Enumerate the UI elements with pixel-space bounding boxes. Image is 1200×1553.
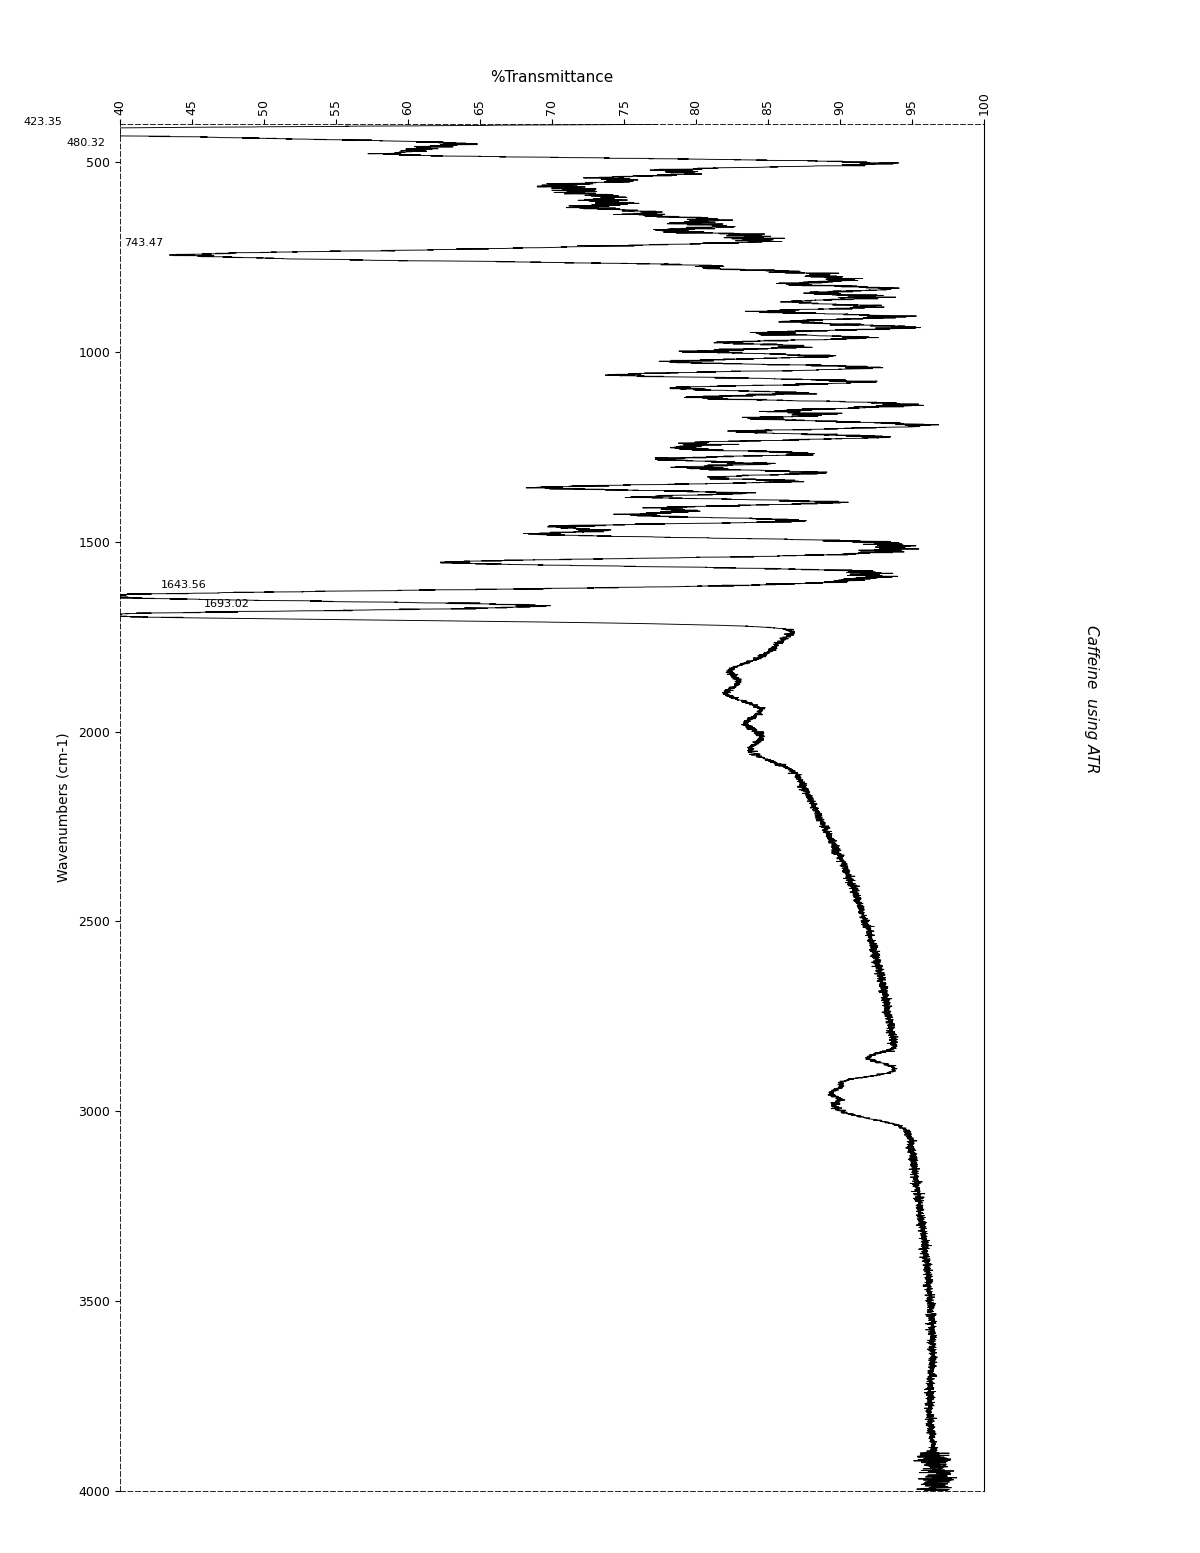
Text: 480.32: 480.32 xyxy=(67,138,106,149)
Text: Caffeine  using ATR: Caffeine using ATR xyxy=(1085,624,1099,773)
Text: 1643.56: 1643.56 xyxy=(161,579,206,590)
Text: 743.47: 743.47 xyxy=(124,238,163,248)
Y-axis label: Wavenumbers (cm-1): Wavenumbers (cm-1) xyxy=(56,733,70,882)
Text: 1693.02: 1693.02 xyxy=(204,599,250,609)
Text: 423.35: 423.35 xyxy=(24,116,62,127)
X-axis label: %Transmittance: %Transmittance xyxy=(491,70,613,85)
